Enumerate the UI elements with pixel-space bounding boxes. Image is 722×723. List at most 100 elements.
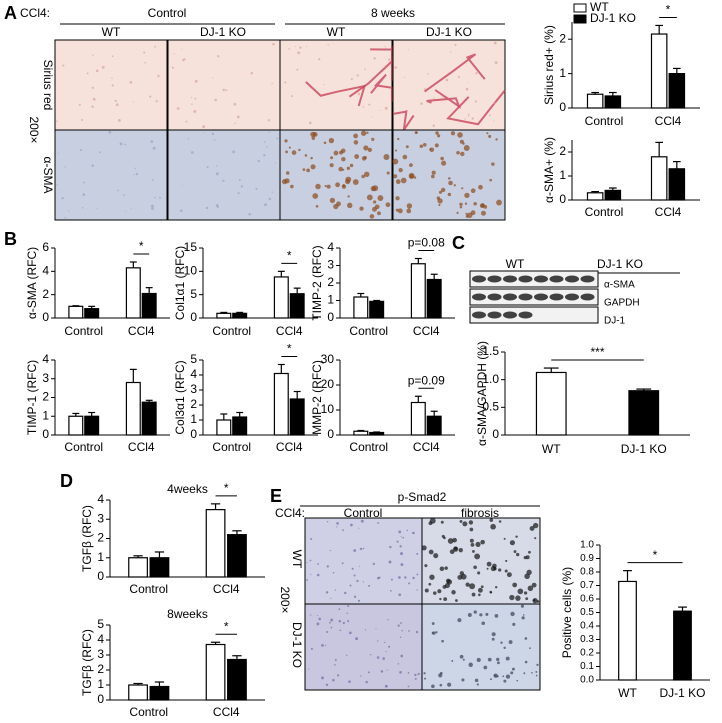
tissue-cell [263, 141, 266, 143]
tissue-cell [212, 77, 214, 79]
tissue-cell [471, 117, 474, 120]
bar [604, 189, 622, 201]
y-tick-label: 4 [97, 492, 104, 506]
tissue-cell [486, 132, 489, 135]
tissue-cell [496, 661, 500, 665]
tissue-cell [91, 86, 95, 89]
tissue-cell [402, 536, 405, 539]
tissue-cell [493, 102, 496, 105]
tissue-cell [336, 526, 338, 528]
tissue-cell [368, 584, 371, 587]
tissue-cell [440, 156, 444, 161]
x-tick-label: CCl4 [655, 205, 682, 219]
tissue-cell [357, 92, 361, 96]
bar [426, 415, 442, 436]
tissue-cell [489, 518, 494, 522]
tissue-cell [380, 670, 384, 673]
significance-label: * [139, 239, 144, 253]
tissue-cell [532, 598, 538, 604]
y-tick-label: 0 [327, 427, 334, 441]
tissue-cell [330, 597, 332, 600]
tissue-cell [432, 591, 437, 595]
tissue-cell [472, 549, 475, 553]
tissue-cell [453, 184, 456, 187]
tissue-cell [150, 140, 154, 143]
tissue-cell [461, 187, 464, 190]
tissue-cell [396, 540, 399, 543]
tissue-cell [504, 569, 508, 573]
tissue-cell [159, 196, 161, 199]
tissue-cell [268, 131, 271, 133]
bar [586, 93, 604, 109]
tissue-cell [398, 167, 403, 173]
tissue-cell [420, 102, 423, 105]
y-axis-label: MMP-2 (RFC) [310, 360, 324, 435]
tissue-cell [500, 641, 503, 644]
tissue-cell [471, 592, 476, 597]
tissue-cell [476, 657, 481, 663]
significance-label: * [224, 481, 229, 495]
tissue-cell [372, 206, 377, 212]
y-tick-label: 0 [97, 569, 104, 583]
tissue-cell [316, 622, 320, 626]
significance-label: * [224, 619, 229, 633]
tissue-cell [194, 97, 197, 100]
tissue-cell [297, 51, 301, 55]
tissue-cell [384, 46, 386, 48]
tissue-cell [124, 143, 127, 146]
tissue-cell [310, 573, 312, 576]
tissue-cell [474, 553, 481, 560]
tissue-cell [377, 195, 384, 201]
tissue-cell [441, 160, 447, 166]
tissue-cell [480, 539, 485, 545]
tissue-cell [361, 174, 365, 179]
x-tick-label: Control [349, 440, 388, 454]
y-tick-label: 15 [184, 240, 198, 254]
tissue-cell [399, 636, 402, 639]
tissue-cell [334, 664, 336, 666]
tissue-cell [408, 582, 411, 585]
tissue-cell [236, 115, 240, 119]
y-tick-label: 10 [184, 264, 198, 278]
tissue-cell [119, 142, 123, 146]
y-tick-label: 3 [97, 647, 104, 661]
blot-band [503, 311, 517, 319]
tissue-cell [513, 550, 517, 553]
tissue-cell [345, 179, 351, 185]
tissue-cell [306, 168, 311, 173]
x-tick-label: DJ-1 KO [659, 686, 705, 700]
tissue-vein [392, 110, 415, 131]
tissue-vein [423, 53, 486, 93]
tissue-cell [461, 678, 465, 682]
tissue-cell [469, 527, 474, 532]
tissue-cell [522, 614, 525, 616]
tissue-cell [457, 618, 462, 623]
tissue-cell [458, 548, 463, 553]
tissue-cell [315, 183, 321, 190]
tissue-cell [462, 658, 465, 661]
tissue-cell [465, 214, 469, 218]
tissue-cell [496, 657, 500, 662]
tissue-cell [467, 113, 470, 116]
stain-label: α-SMA [41, 157, 55, 194]
tissue-cell [310, 164, 316, 170]
tissue-cell [535, 670, 538, 673]
tissue-cell [394, 149, 398, 152]
tissue-cell [332, 571, 335, 574]
tissue-cell [154, 45, 157, 48]
tissue-cell [285, 171, 290, 175]
blot-band [487, 293, 502, 301]
y-tick-label: 4 [327, 240, 334, 254]
tissue-cell [491, 162, 495, 166]
tissue-cell [123, 194, 125, 197]
y-tick-label: 0 [559, 192, 566, 206]
tissue-cell [450, 131, 456, 136]
tissue-cell [86, 72, 89, 75]
tissue-cell [447, 192, 452, 197]
tissue-cell [240, 185, 244, 188]
tissue-cell [395, 179, 401, 185]
tissue-cell [115, 103, 119, 107]
y-axis-label: TIMP-2 (RFC) [310, 245, 324, 320]
y-axis-label: α-SMA (RFC) [25, 247, 39, 319]
treatment-label: CCl4: [20, 6, 50, 20]
